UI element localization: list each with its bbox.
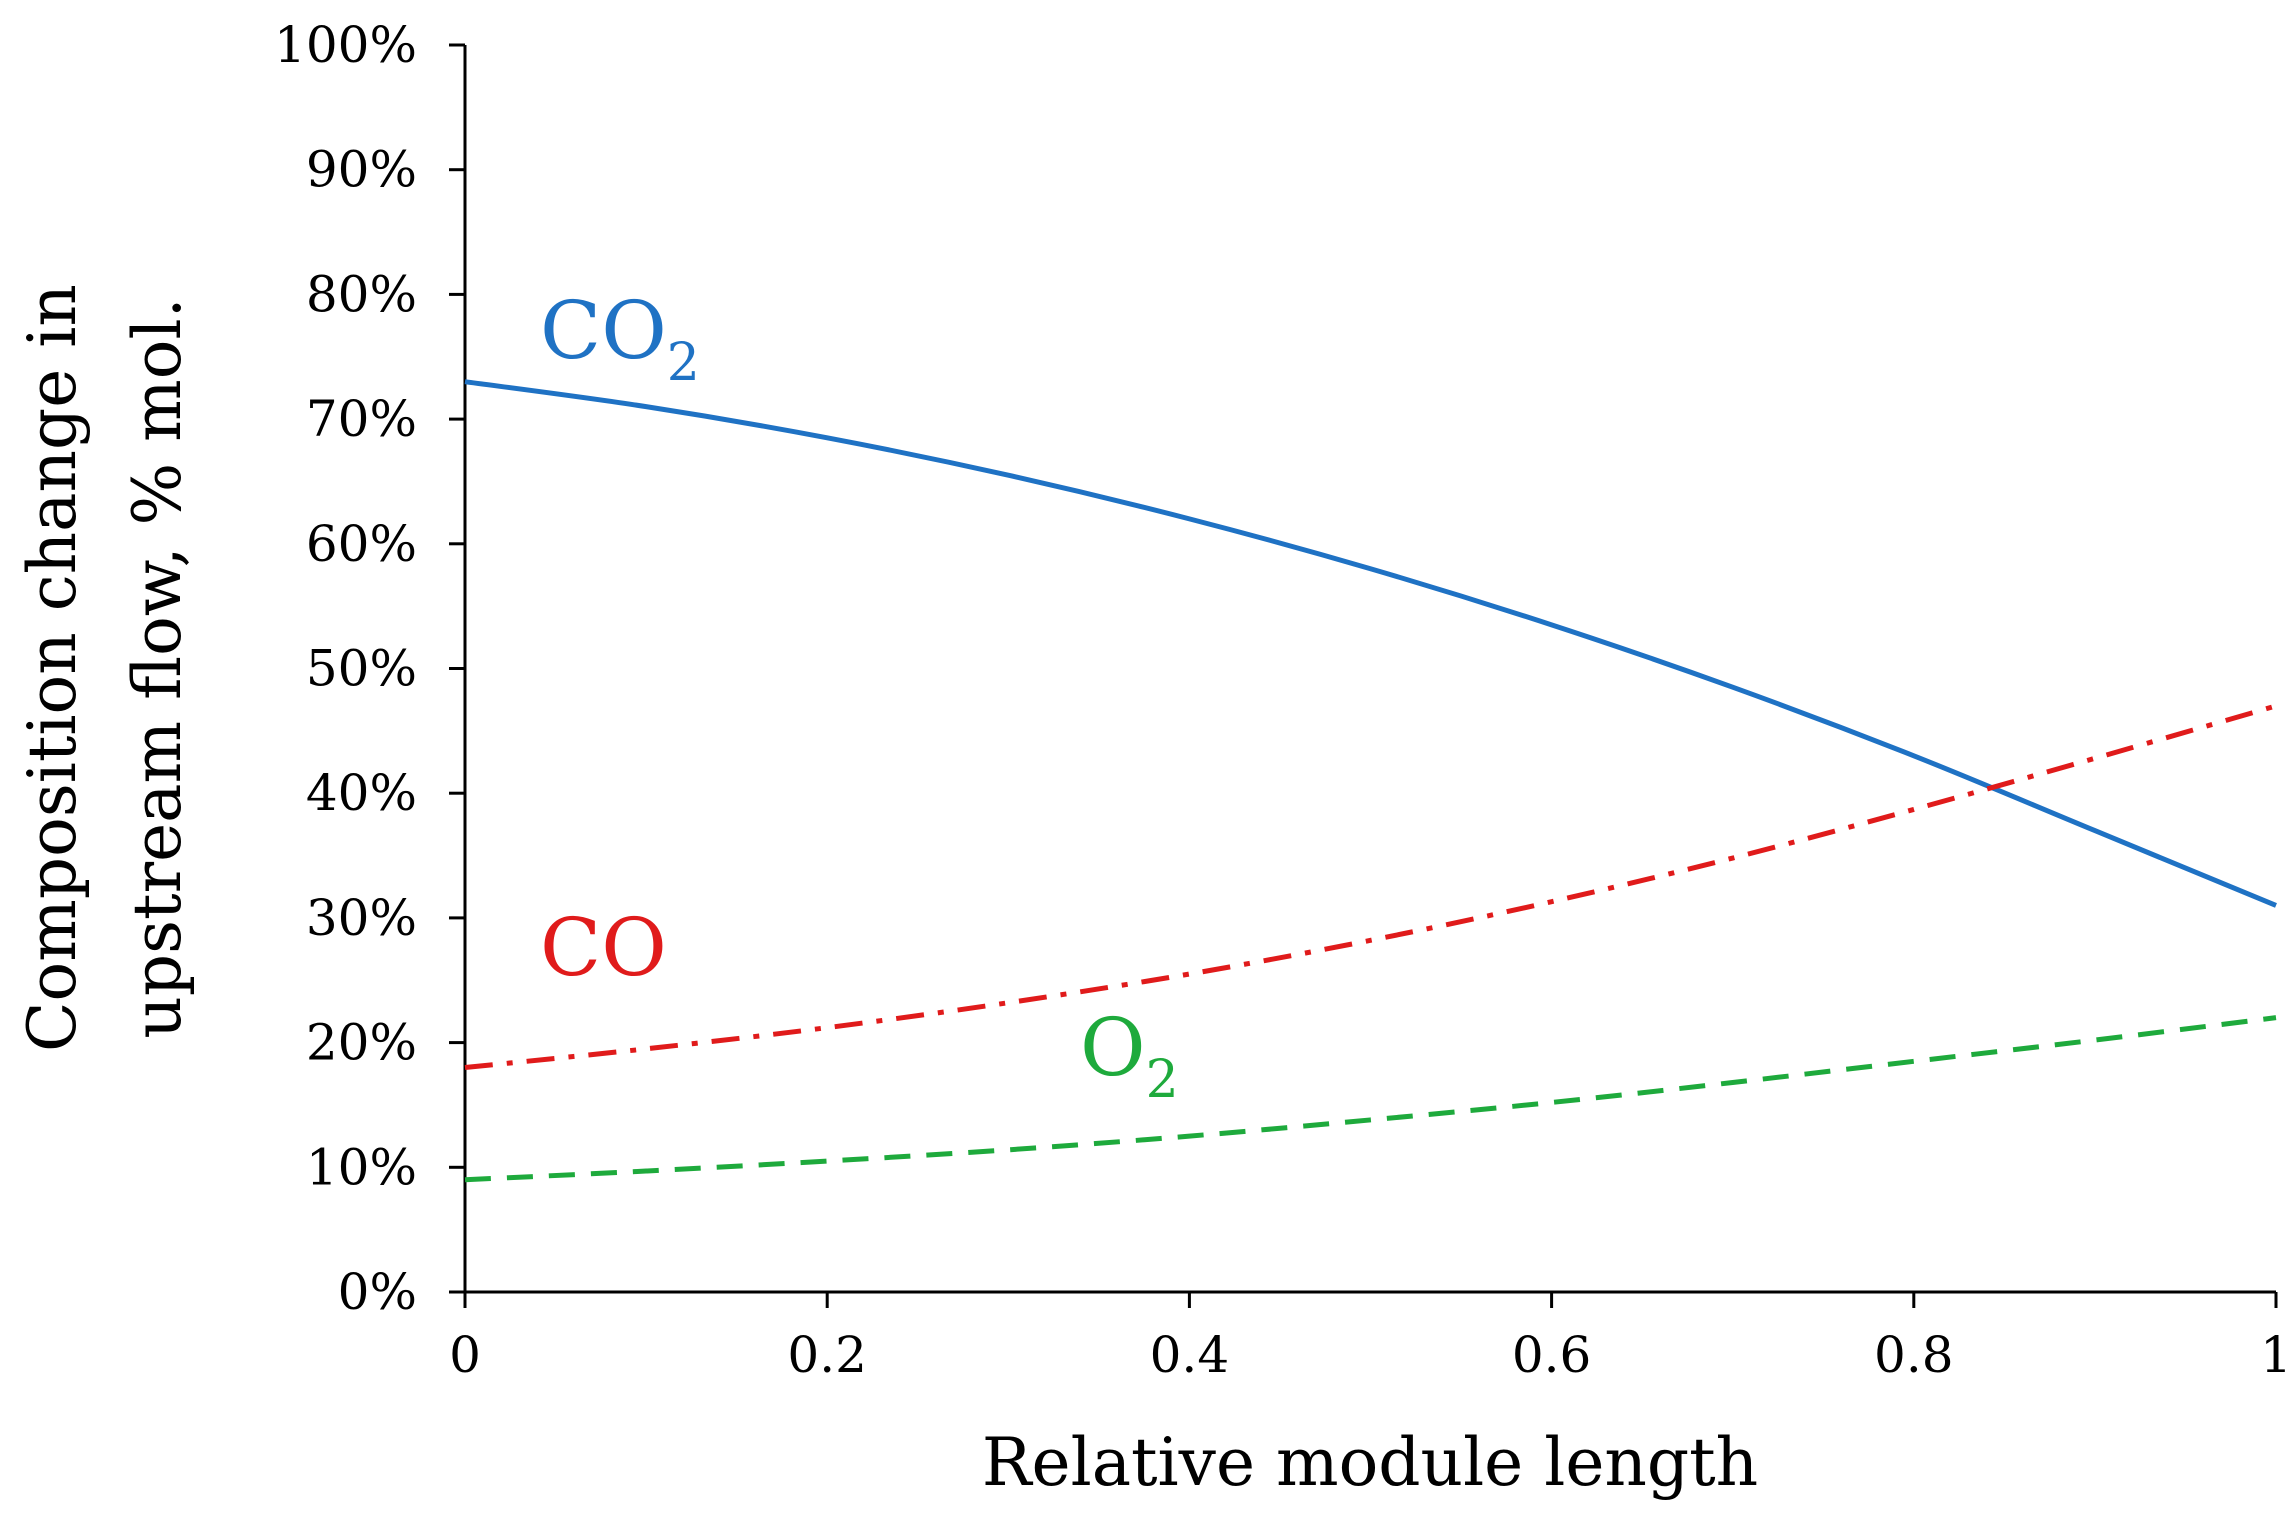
y-ticks: 0% 10% 20% 30% 40% 50% 60% 70% 80% 90% 100%: [274, 16, 465, 1321]
y-tick-label: 10%: [306, 1138, 417, 1196]
axes: [463, 45, 2276, 1294]
x-ticks: 0 0.2 0.4 0.6 0.8 1: [449, 1292, 2292, 1384]
series-label-co: CO: [540, 901, 667, 994]
y-tick-label: 20%: [306, 1014, 417, 1072]
x-axis-title: Relative module length: [982, 1424, 1758, 1501]
y-axis-title-line2: upstream flow, % mol.: [119, 297, 196, 1038]
series-label-o2-sub: 2: [1146, 1050, 1179, 1110]
x-tick-label: 0.6: [1512, 1326, 1592, 1384]
y-axis-title-line1: Composition change in: [14, 284, 91, 1052]
x-tick-label: 0.4: [1150, 1326, 1230, 1384]
series-label-co-main: CO: [540, 901, 667, 994]
y-tick-label: 50%: [306, 640, 417, 698]
series-label-co2-main: CO: [540, 284, 667, 377]
series-labels: CO2 CO O2: [540, 284, 1179, 1110]
y-tick-label: 70%: [306, 390, 417, 448]
y-tick-label: 0%: [338, 1263, 417, 1321]
series-line-co: [464, 703, 2277, 1071]
series-label-co2: CO2: [540, 284, 700, 393]
y-tick-label: 100%: [274, 16, 417, 74]
y-tick-label: 40%: [306, 764, 417, 822]
x-tick-label: 1: [2260, 1326, 2292, 1384]
x-tick-label: 0: [449, 1326, 481, 1384]
y-tick-label: 80%: [306, 265, 417, 323]
x-tick-label: 0.2: [787, 1326, 867, 1384]
x-tick-label: 0.8: [1874, 1326, 1954, 1384]
series-line-o2: [464, 1015, 2277, 1183]
y-axis-title: Composition change in upstream flow, % m…: [14, 284, 196, 1052]
series-label-o2: O2: [1080, 1001, 1179, 1110]
series-line-co2: [464, 379, 2277, 908]
series-label-co2-sub: 2: [667, 333, 700, 393]
series-lines: [464, 379, 2277, 1183]
y-tick-label: 30%: [306, 889, 417, 947]
y-tick-label: 60%: [306, 515, 417, 573]
y-tick-label: 90%: [306, 141, 417, 199]
series-label-o2-main: O: [1080, 1001, 1146, 1094]
